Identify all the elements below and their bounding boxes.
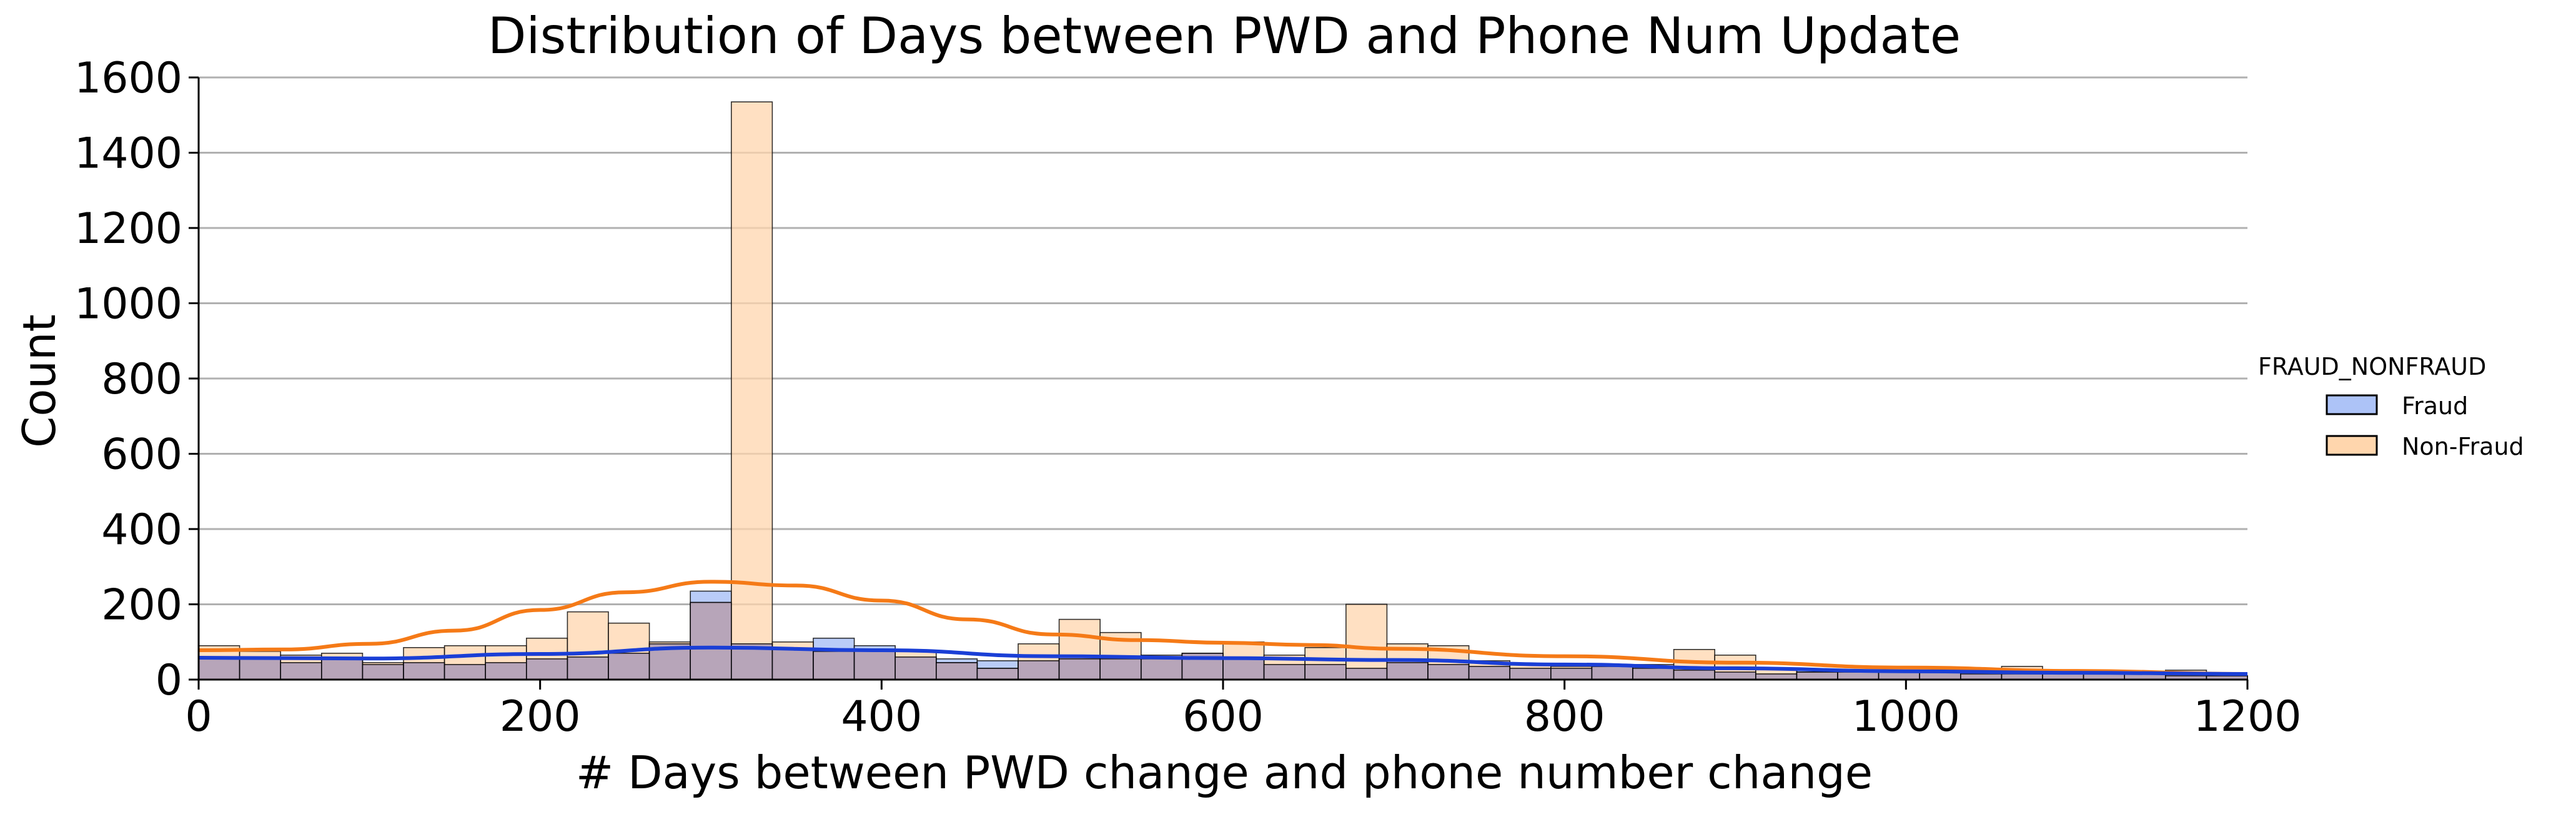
overlap-bar [1632,668,1675,680]
legend-label-nonfraud: Non-Fraud [2402,433,2524,460]
overlap-bar [1714,671,1756,680]
overlap-bar [976,668,1019,680]
overlap-bar [362,664,404,680]
overlap-bar [1509,668,1552,680]
overlap-bar [567,656,609,680]
overlap-bar [525,658,568,680]
overlap-bar [771,649,814,680]
y-tick-label: 0 [156,656,182,705]
y-tick-label: 1200 [74,204,182,254]
overlap-bar [280,662,322,680]
kde-lines [198,580,2248,676]
y-tick-label: 600 [101,430,182,480]
y-tick-label: 1400 [74,129,182,179]
overlap-bar [1550,668,1593,680]
x-tick-label: 200 [500,692,581,741]
kde-line [198,645,2248,676]
x-tick-label: 1200 [2193,692,2301,741]
legend: FRAUD_NONFRAUD Fraud Non-Fraud [2258,353,2524,460]
overlap-bar [1018,660,1060,680]
x-tick-label: 600 [1182,692,1264,741]
overlap-bar [198,656,240,680]
legend-swatch-fraud [2326,394,2378,415]
overlap-bar [1304,664,1347,680]
overlap-bar [320,658,364,680]
overlap-bar [1058,658,1101,680]
overlap-bar [1673,670,1716,680]
overlap-bar [1591,666,1633,680]
x-axis-label: # Days between PWD change and phone numb… [576,746,1873,799]
overlap-bar [443,664,486,680]
overlap-bar [1141,658,1183,680]
x-tick-label: 800 [1524,692,1605,741]
overlap-bar [1427,664,1470,680]
histogram-bar [731,101,773,680]
x-tick-label: 400 [841,692,922,741]
y-tick-label: 200 [101,581,182,630]
overlap-bar [608,653,650,680]
legend-swatch-nonfraud [2326,435,2378,456]
overlap-bar [894,656,937,680]
x-tick-label: 0 [185,692,212,741]
overlap-bar [1386,662,1429,680]
nonfraud-bars [198,101,2248,680]
overlap-bar [1796,671,1838,680]
overlap-bar [690,602,732,680]
y-tick-label: 800 [101,355,182,404]
y-tick-label: 400 [101,505,182,555]
chart-title: Distribution of Days between PWD and Pho… [488,7,1961,65]
y-axis-label: Count [13,314,66,448]
overlap-bar [485,662,527,680]
grid-lines [199,76,2247,605]
kde-line [198,580,2248,676]
y-tick-label: 1000 [74,280,182,329]
legend-label-fraud: Fraud [2402,392,2468,420]
x-tick-label: 1000 [1852,692,1960,741]
overlap-bar [1263,664,1305,680]
overlap-bar [936,662,978,680]
histogram-bar [1345,603,1388,680]
overlap-bar [1222,658,1265,680]
legend-title: FRAUD_NONFRAUD [2258,353,2486,380]
overlap-bar [239,658,282,680]
overlap-bar [1345,668,1388,680]
overlap-bar [1878,671,1921,680]
overlap-bar [403,662,445,680]
y-ticks: 0 200 400 600 800 1000 1200 1400 1600 [74,54,199,705]
y-tick-label: 1600 [74,54,182,103]
overlap-bar [1468,666,1511,680]
overlap-bar [1099,658,1142,680]
overlap-bar [813,651,855,680]
x-ticks: 0 200 400 600 800 1000 1200 [185,680,2302,741]
overlap-bar [1837,671,1880,680]
overlap-bar [853,649,896,680]
